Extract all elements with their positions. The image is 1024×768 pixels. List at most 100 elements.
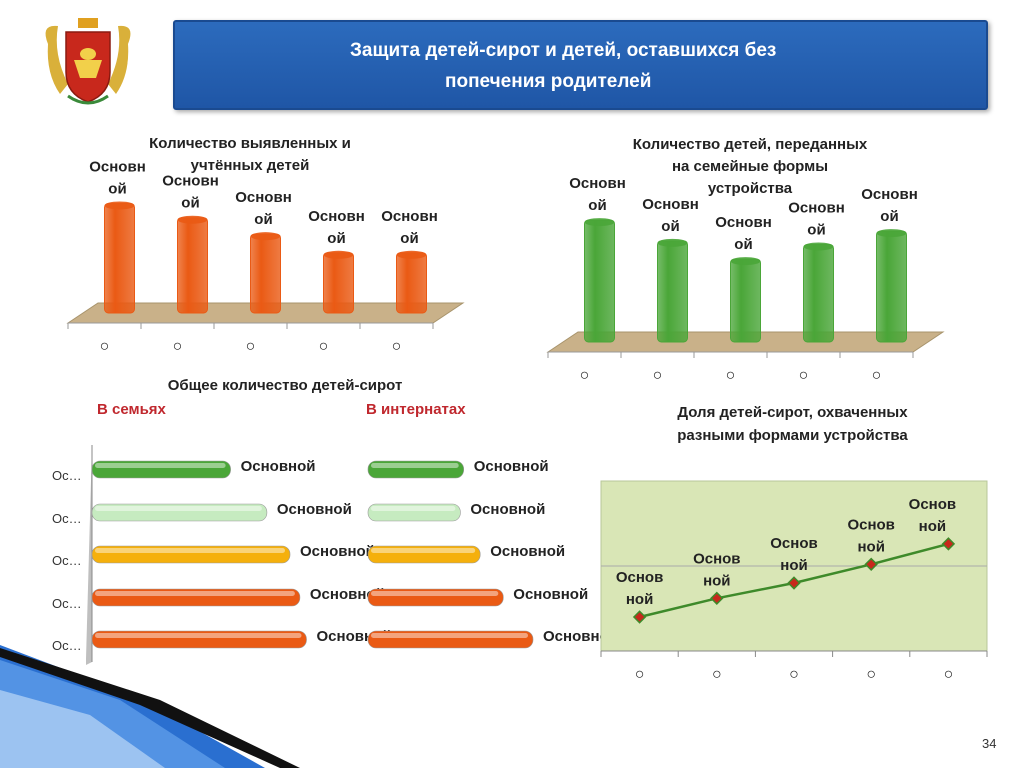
x-tick-label: ○ [712,666,722,683]
bar-highlight [95,506,262,511]
data-label: Основной [474,458,549,475]
data-label: ой [807,221,825,238]
data-label: ной [780,557,807,574]
bar [91,630,307,649]
x-tick-label: ○ [726,367,736,384]
bar-highlight [371,591,499,596]
data-label: ой [108,180,126,197]
chart2-title-line1: Количество детей, переданных [632,136,868,153]
x-tick-label: ○ [100,338,110,355]
data-label: Основ [909,496,956,513]
data-label: Основной [300,543,375,560]
data-point [941,537,956,551]
data-point [710,591,724,606]
chart1-title-line2: учтённых детей [190,157,310,174]
x-tick-label: ○ [789,666,799,683]
x-tick-label: ○ [246,338,256,355]
data-label: ной [703,572,730,589]
data-label: Основной [310,586,385,603]
y-tick-label: Ос… [52,638,82,653]
x-tick-label: ○ [319,338,329,355]
chart2-title-line3: устройства [707,180,793,197]
data-label: Основ [616,569,663,586]
bar-top [803,242,834,251]
bar-highlight [371,548,476,553]
data-point [787,576,801,590]
x-tick-label: ○ [173,338,183,355]
data-label: Основн [162,173,219,190]
data-label: Основной [543,628,618,645]
data-label: ой [327,230,345,247]
bar-top [323,250,354,259]
data-label: Основн [381,208,438,225]
x-tick-label: ○ [866,666,876,683]
x-tick-label: ○ [635,666,645,683]
bar-top [584,218,615,227]
data-label: Основ [847,516,894,533]
bar [91,588,301,607]
chart3-title: Общее количество детей-сирот [167,377,403,394]
y-tick-label: Ос… [52,511,82,526]
data-label: ой [588,197,606,214]
bar-highlight [95,591,295,596]
chart1-title-line1: Количество выявленных и [149,135,351,152]
bar-top [250,232,281,241]
bar-top [104,201,135,210]
data-label: Основ [693,550,740,567]
title-banner [173,20,988,110]
bar-highlight [95,633,302,638]
data-label: ной [626,591,653,608]
data-point [864,557,878,572]
data-label: Основной [490,543,565,560]
data-label: ой [400,230,418,247]
bar-highlight [371,463,459,468]
bar [367,503,461,522]
data-label: Основн [569,175,626,192]
group-label-orphanages: В интернатах [366,401,466,418]
x-tick-label: ○ [392,338,402,355]
data-label: Основн [861,186,918,203]
bar [367,545,481,564]
data-label: Основн [788,199,845,216]
chart4-title-line2: разными формами устройства [677,427,908,444]
page-title-line1: Защита детей-сирот и детей, оставшихся б… [350,40,777,61]
y-tick-label: Ос… [52,596,82,611]
data-label: ой [661,218,679,235]
data-label: Основн [235,189,292,206]
x-tick-label: ○ [944,666,954,683]
bar-top [396,250,427,259]
bar-top [730,257,761,266]
data-label: Основной [513,586,588,603]
data-point [632,610,647,624]
bar [367,588,504,607]
bar [91,545,291,564]
chart2-title-line2: на семейные формы [671,158,829,175]
data-label: ой [181,195,199,212]
data-label: ной [919,518,946,535]
y-tick-label: Ос… [52,468,82,483]
bar-highlight [371,506,456,511]
data-label: ой [880,208,898,225]
y-tick-label: Ос… [52,553,82,568]
x-tick-label: ○ [580,367,590,384]
bar-highlight [95,463,226,468]
bar [367,630,534,649]
data-label: Основ [770,535,817,552]
bar-top [177,215,208,224]
data-label: ной [857,538,884,555]
data-label: ой [734,236,752,253]
x-tick-label: ○ [872,367,882,384]
data-label: Основн [642,196,699,213]
chart4-title-line1: Доля детей-сирот, охваченных [677,404,908,421]
page-number: 34 [982,736,997,751]
bar [91,503,268,522]
data-label: Основной [470,501,545,518]
bar-highlight [371,633,528,638]
data-label: Основн [89,158,146,175]
group-label-families: В семьях [97,401,166,418]
bar-highlight [95,548,285,553]
bar [91,460,231,479]
